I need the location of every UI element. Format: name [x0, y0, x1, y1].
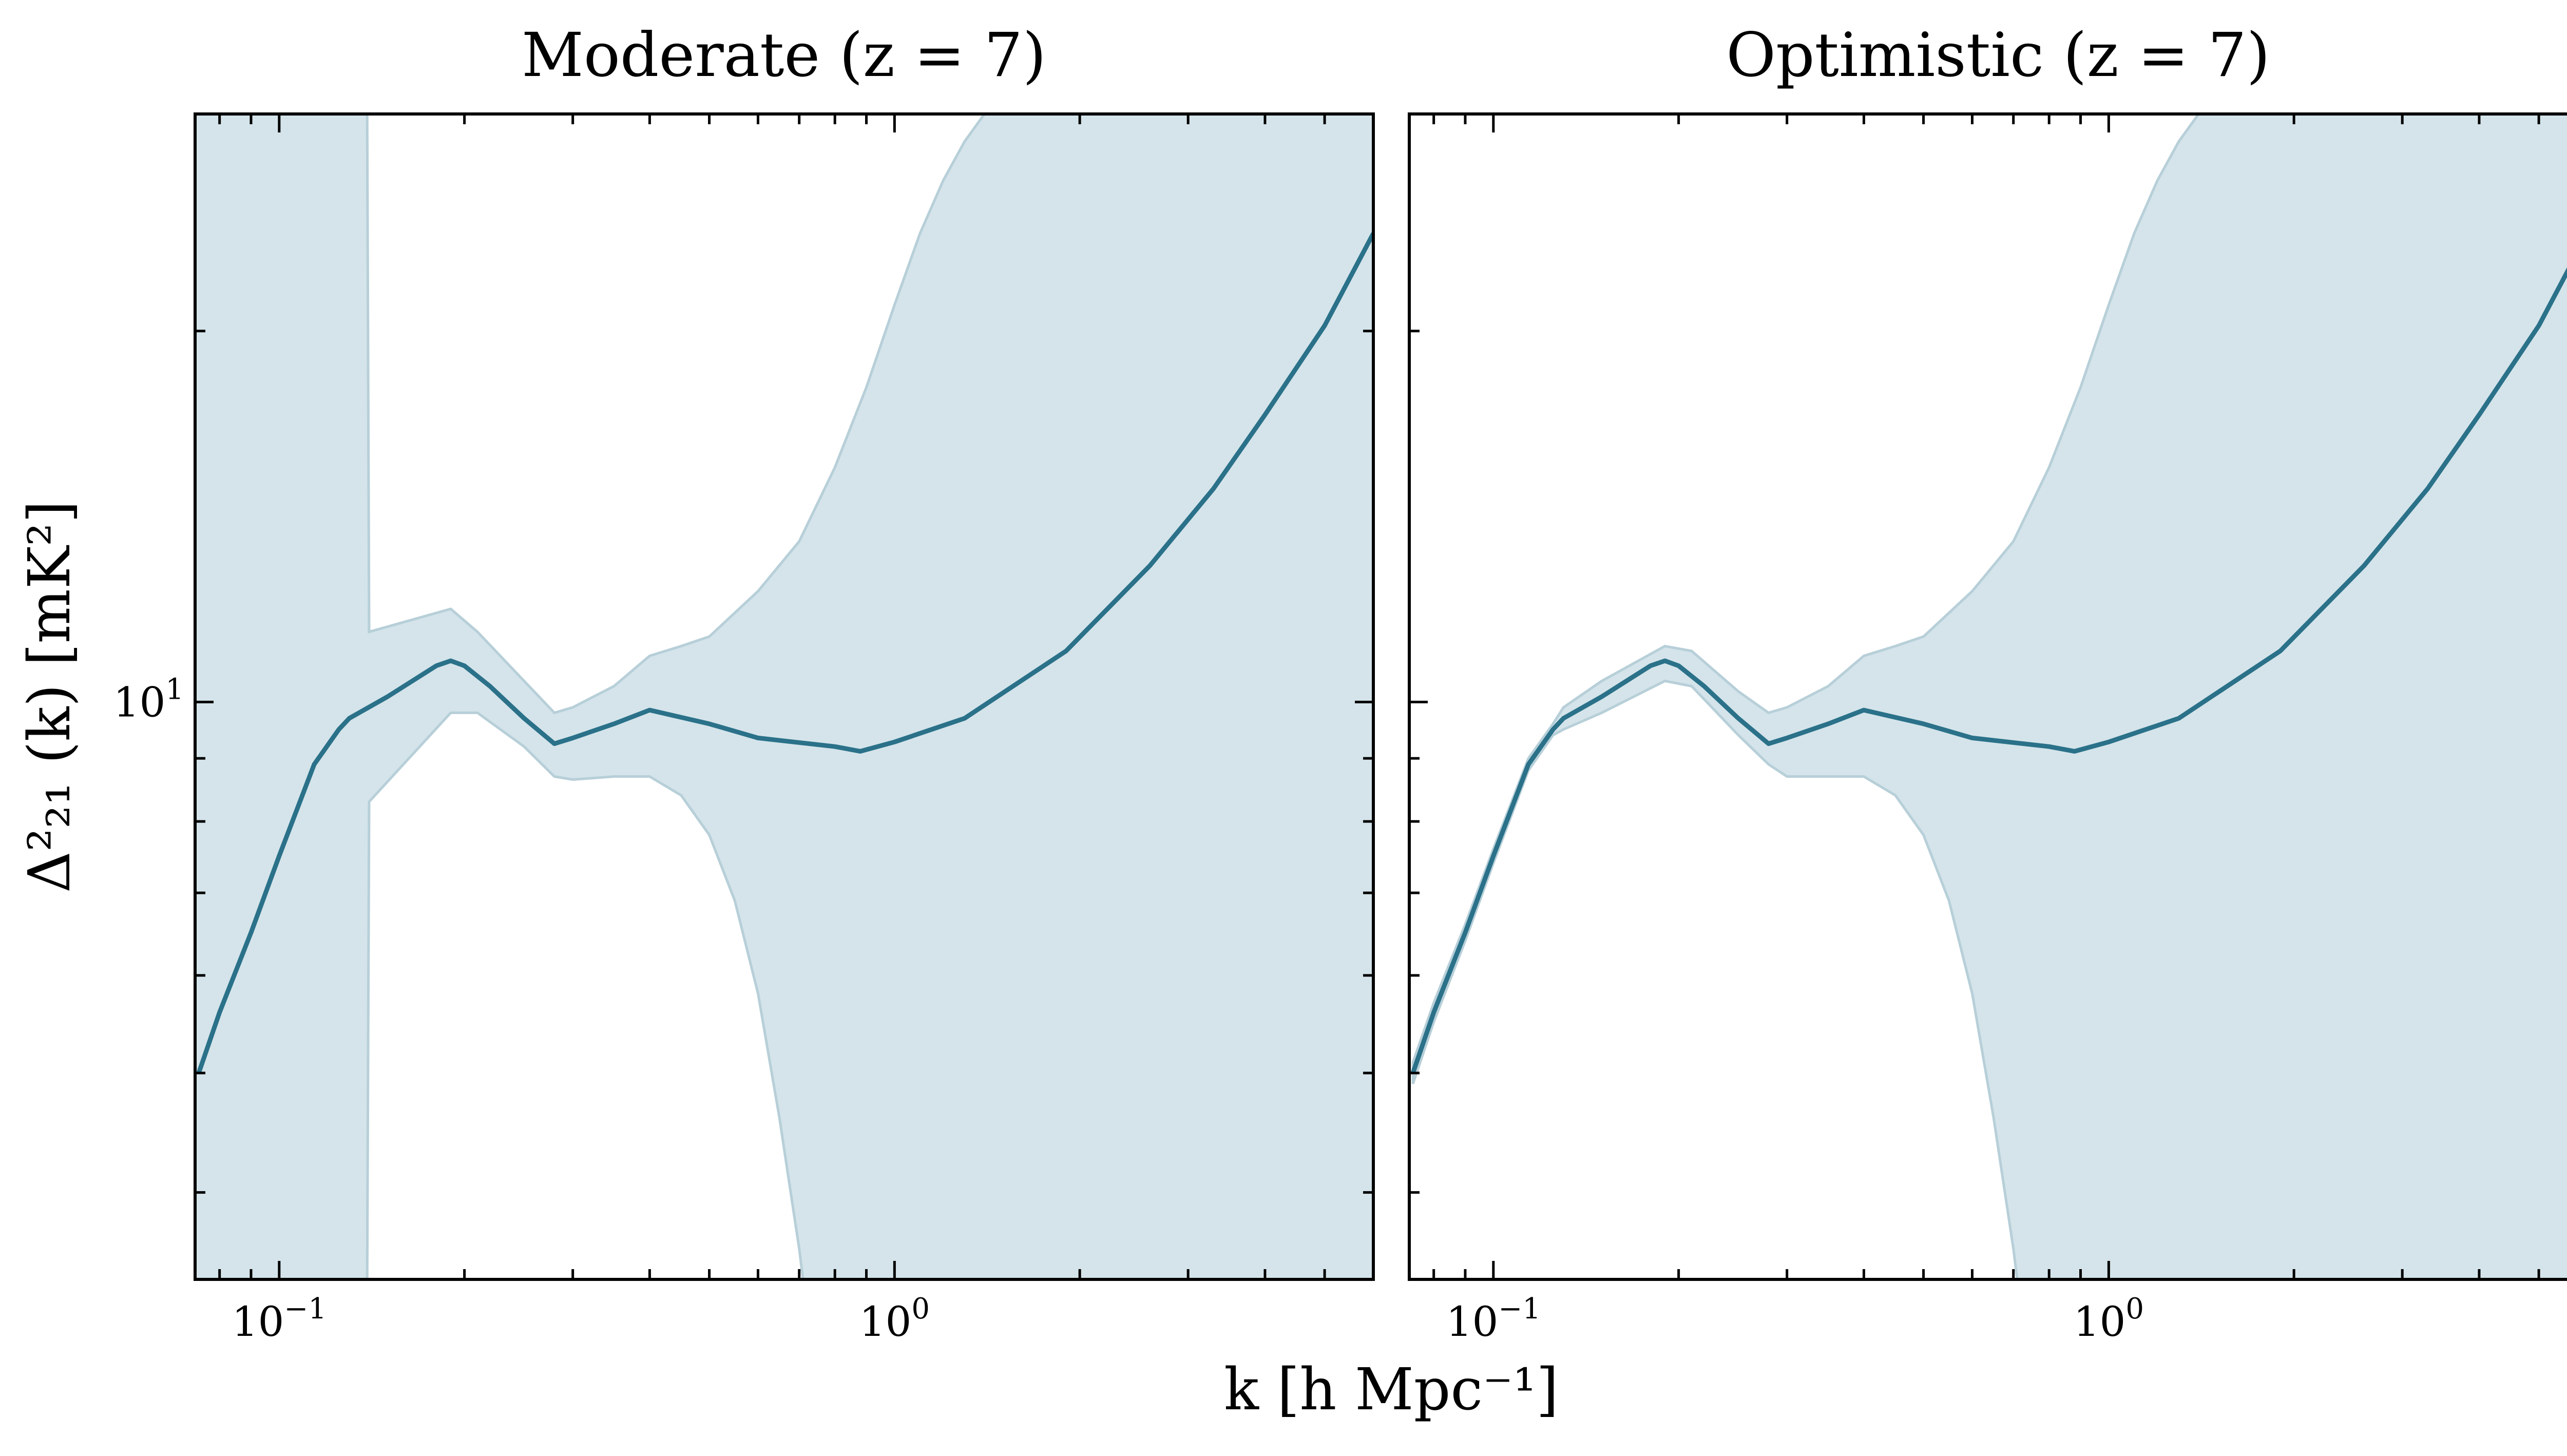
panel-title-moderate: Moderate (z = 7) — [522, 20, 1046, 90]
panel-moderate: Moderate (z = 7) 10−1 100 101 — [113, 20, 1375, 1346]
panel-title-optimistic: Optimistic (z = 7) — [1726, 20, 2270, 90]
plot-frame-moderate — [194, 112, 1375, 1281]
plot-frame-optimistic — [1408, 112, 2567, 1281]
x-tick-label: 100 — [2074, 1292, 2144, 1346]
x-tick-label: 10−1 — [232, 1292, 327, 1346]
y-tick-label: 101 — [113, 673, 184, 726]
x-tick-label: 100 — [859, 1292, 930, 1346]
uncertainty-band-moderate — [195, 114, 1373, 1279]
panel-optimistic: Optimistic (z = 7) 10−1 100 — [1408, 20, 2567, 1346]
median-line-optimistic — [1410, 267, 2567, 1074]
y-axis-label: Δ²₂₁ (k) [mK²] — [16, 501, 83, 893]
median-line-moderate — [196, 232, 1373, 1074]
axis-ticks-optimistic: 10−1 100 — [1409, 112, 2540, 1346]
x-tick-label: 10−1 — [1446, 1292, 1541, 1346]
x-axis-label: k [h Mpc⁻¹] — [1224, 1356, 1559, 1423]
uncertainty-band-optimistic — [1411, 114, 2567, 1279]
axis-ticks-moderate: 10−1 100 101 — [113, 112, 1375, 1346]
